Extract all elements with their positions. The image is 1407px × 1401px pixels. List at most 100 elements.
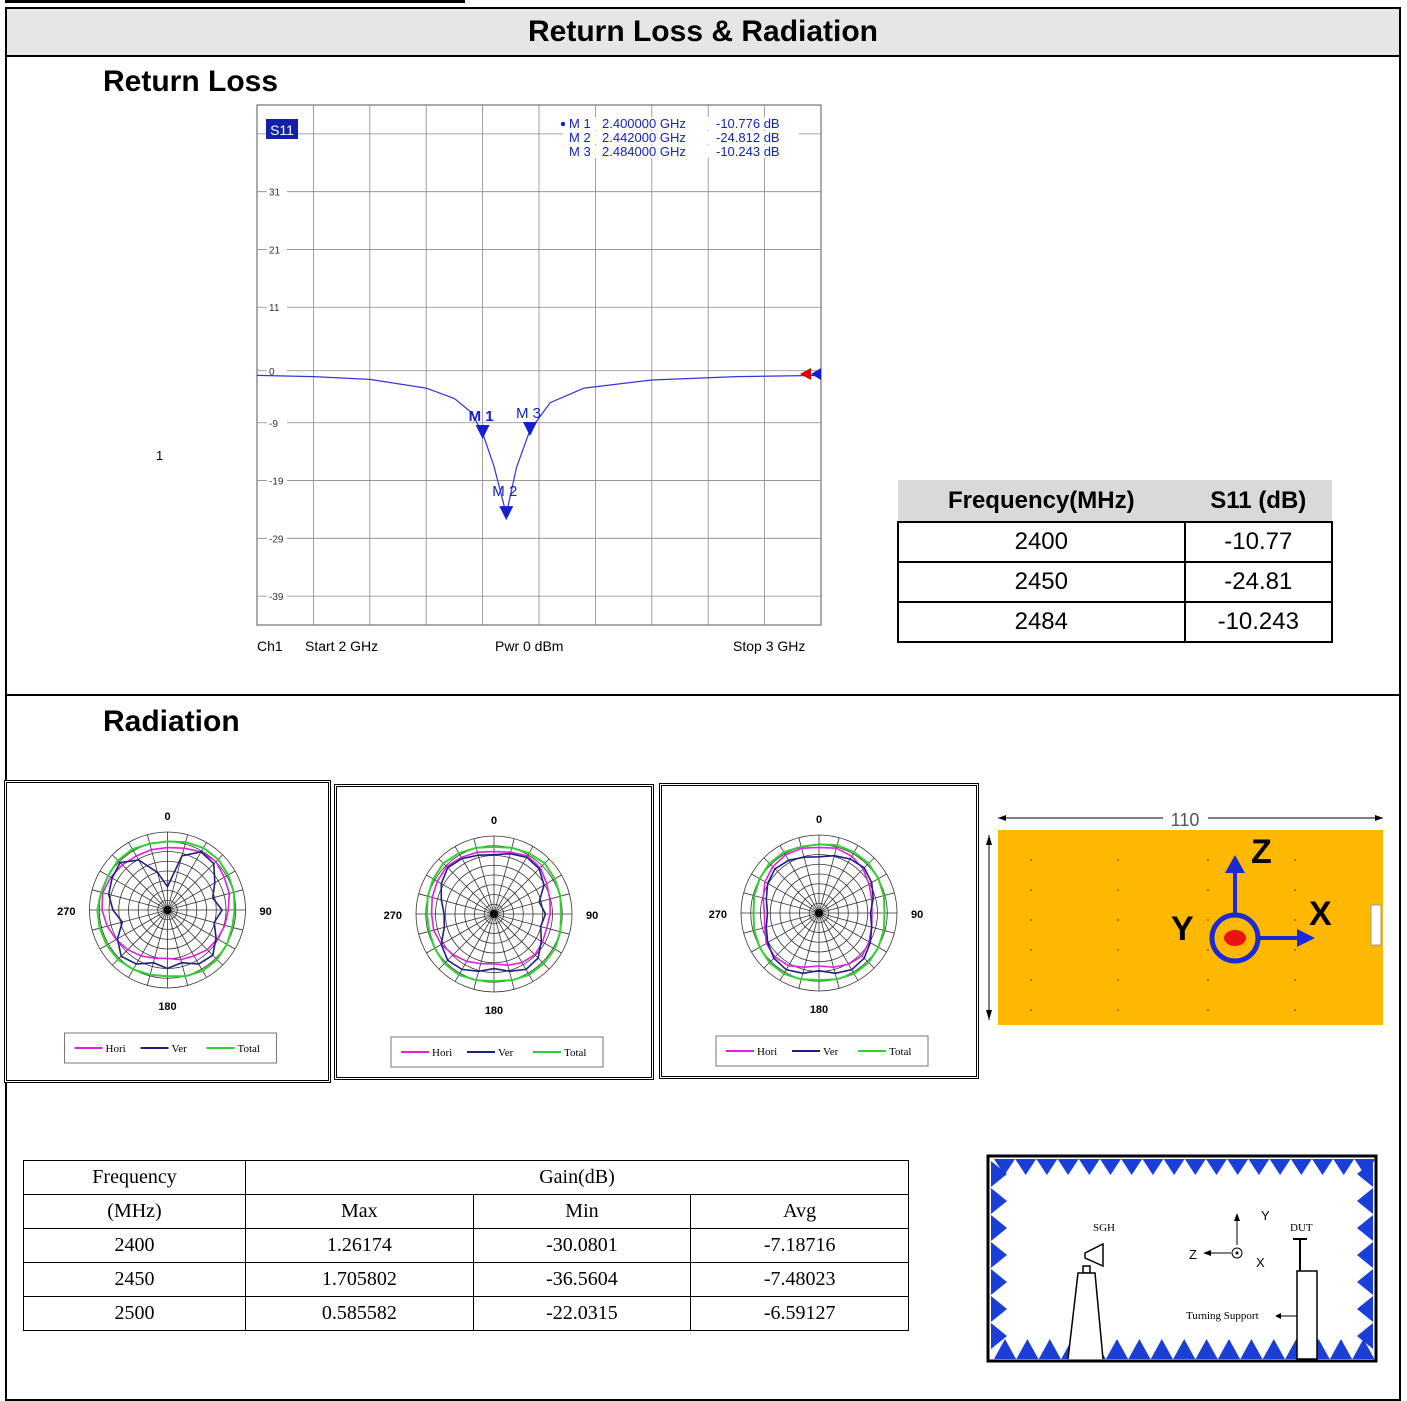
polar-trace-hori xyxy=(762,846,873,969)
polar-angle-label: 180 xyxy=(810,1004,828,1016)
y-axis-dot xyxy=(1224,930,1246,946)
polar-angle-label: 0 xyxy=(491,815,497,827)
polar-trace-hori xyxy=(430,850,552,967)
marker-frequency: 2.484000 GHz xyxy=(602,144,686,159)
legend-label: Ver xyxy=(172,1043,188,1055)
gain-table-subheader: Max xyxy=(245,1194,474,1229)
legend-label: Hori xyxy=(757,1046,777,1058)
legend-label: Total xyxy=(238,1043,260,1055)
table-cell: 2400 xyxy=(23,1228,246,1263)
chamber-y-label: Y xyxy=(1261,1208,1270,1223)
s11-grid xyxy=(257,105,821,625)
z-axis-label: Z xyxy=(1251,833,1272,871)
board-connector xyxy=(1370,904,1382,946)
y-tick-label: 31 xyxy=(269,188,281,199)
table-cell: -6.59127 xyxy=(690,1296,909,1331)
marker-readout: M 1 2.400000 GHz -10.776 dB M 2 2.442000 GHz… xyxy=(560,116,799,159)
table-cell: -7.18716 xyxy=(690,1228,909,1263)
turning-support-label: Turning Support xyxy=(1186,1310,1259,1322)
y-tick-label: -19 xyxy=(269,477,284,488)
table-cell: 2450 xyxy=(23,1262,246,1297)
gain-table-gain-header: Gain(dB) xyxy=(245,1160,909,1195)
polar-pattern-panel-3: 0 90 180 270 Hori Ver Total xyxy=(659,783,979,1079)
table-cell: -36.5604 xyxy=(472,1262,692,1297)
table-cell: 2450 xyxy=(897,561,1186,603)
sgh-mast xyxy=(1067,1272,1104,1360)
polar-pattern-chart-1: 0 90 180 270 Hori Ver Total xyxy=(57,811,277,1064)
gain-table: Frequency Gain(dB) (MHz) Max Min Avg 240… xyxy=(23,1160,909,1331)
board-orientation-diagram: 110 Z Y X xyxy=(986,810,1383,1025)
table-cell: -24.81 xyxy=(1183,561,1334,603)
marker-label: M 1 xyxy=(469,408,494,425)
table-row: 2400 1.26174 -30.0801 -7.18716 xyxy=(23,1228,909,1263)
polar-angle-label: 0 xyxy=(816,814,822,826)
legend-label: Total xyxy=(564,1047,586,1059)
marker-value: -24.812 dB xyxy=(716,130,780,145)
s11-markers: M 1 M 2 M 3 xyxy=(469,405,541,521)
marker-triangle xyxy=(522,421,537,436)
polar-trace-ver xyxy=(440,852,547,973)
s11-chart: 413121110-9-19-29-39 S11 M 12.400000 GHz… xyxy=(256,104,822,654)
y-axis-circle xyxy=(1209,912,1261,964)
y-axis-label: Y xyxy=(1171,910,1194,948)
marker-value: -10.776 dB xyxy=(716,116,780,131)
marker-frequency: 2.442000 GHz xyxy=(602,130,686,145)
polar-angle-label: 180 xyxy=(158,1001,176,1013)
dut-label: DUT xyxy=(1290,1222,1313,1234)
polar-trace-hori xyxy=(101,846,231,961)
gain-table-subheader: Avg xyxy=(690,1194,909,1229)
polar-angle-label: 90 xyxy=(911,909,923,921)
footer-stop: Stop 3 GHz xyxy=(733,638,805,654)
table-cell: -10.77 xyxy=(1183,521,1334,563)
legend-label: Total xyxy=(889,1046,911,1058)
trace-label: S11 xyxy=(270,122,294,138)
footer-start: Start 2 GHz xyxy=(305,638,378,654)
y-tick-label: -39 xyxy=(269,592,284,603)
marker-name: M 3 xyxy=(569,144,591,159)
gain-table-freq-unit: (MHz) xyxy=(23,1194,246,1229)
table-row: 2500 0.585582 -22.0315 -6.59127 xyxy=(23,1296,909,1331)
polar-angle-label: 90 xyxy=(586,910,598,922)
legend-label: Hori xyxy=(106,1043,126,1055)
y-tick-label: 0 xyxy=(269,367,275,378)
marker-triangle xyxy=(499,506,514,521)
polar-pattern-panel-1: 0 90 180 270 Hori Ver Total xyxy=(4,780,331,1083)
gain-table-freq-header: Frequency xyxy=(23,1160,246,1195)
polar-angle-label: 270 xyxy=(384,910,402,922)
polar-trace-ver xyxy=(765,854,875,975)
z-axis-arrow xyxy=(1225,855,1245,873)
legend-label: Hori xyxy=(432,1047,452,1059)
marker-label: M 2 xyxy=(492,483,517,500)
trace-label-box xyxy=(266,119,298,139)
s11-table: Frequency(MHz) S11 (dB) 2400 -10.77 2450… xyxy=(897,480,1334,643)
top-rule xyxy=(5,0,465,3)
table-cell: 2484 xyxy=(897,601,1186,643)
reference-arrow-blue xyxy=(811,368,821,380)
x-axis-arrow xyxy=(1297,929,1315,947)
marker-label: M 3 xyxy=(516,405,541,422)
polar-angle-label: 270 xyxy=(57,906,75,918)
return-loss-heading: Return Loss xyxy=(103,65,279,98)
anechoic-chamber-diagram: SGH DUT Y Z X Turning Support xyxy=(986,1154,1378,1363)
legend-label: Ver xyxy=(823,1046,839,1058)
table-cell: -10.243 xyxy=(1183,601,1334,643)
footer-channel: Ch1 xyxy=(257,638,283,654)
chamber-x-label: X xyxy=(1256,1255,1265,1270)
gain-table-subheader: Min xyxy=(472,1194,692,1229)
polar-trace-total xyxy=(96,840,236,978)
y-tick-label: -29 xyxy=(269,534,284,545)
antenna-board xyxy=(998,830,1383,1025)
y-tick-label: 21 xyxy=(269,245,281,256)
table-cell: 2500 xyxy=(23,1296,246,1331)
dut-antenna xyxy=(1293,1238,1307,1271)
table-cell: -30.0801 xyxy=(472,1228,692,1263)
polar-angle-label: 180 xyxy=(485,1005,503,1017)
polar-pattern-chart-3: 0 90 180 270 Hori Ver Total xyxy=(709,814,929,1067)
polar-pattern-chart-2: 0 90 180 270 Hori Ver Total xyxy=(384,815,604,1068)
page-title: Return Loss & Radiation xyxy=(5,7,1401,57)
reference-arrow-red xyxy=(800,368,811,380)
marker-triangle xyxy=(475,425,490,440)
legend-label: Ver xyxy=(498,1047,514,1059)
table-row: 2400 -10.77 xyxy=(897,521,1334,563)
radiation-heading: Radiation xyxy=(103,705,240,738)
